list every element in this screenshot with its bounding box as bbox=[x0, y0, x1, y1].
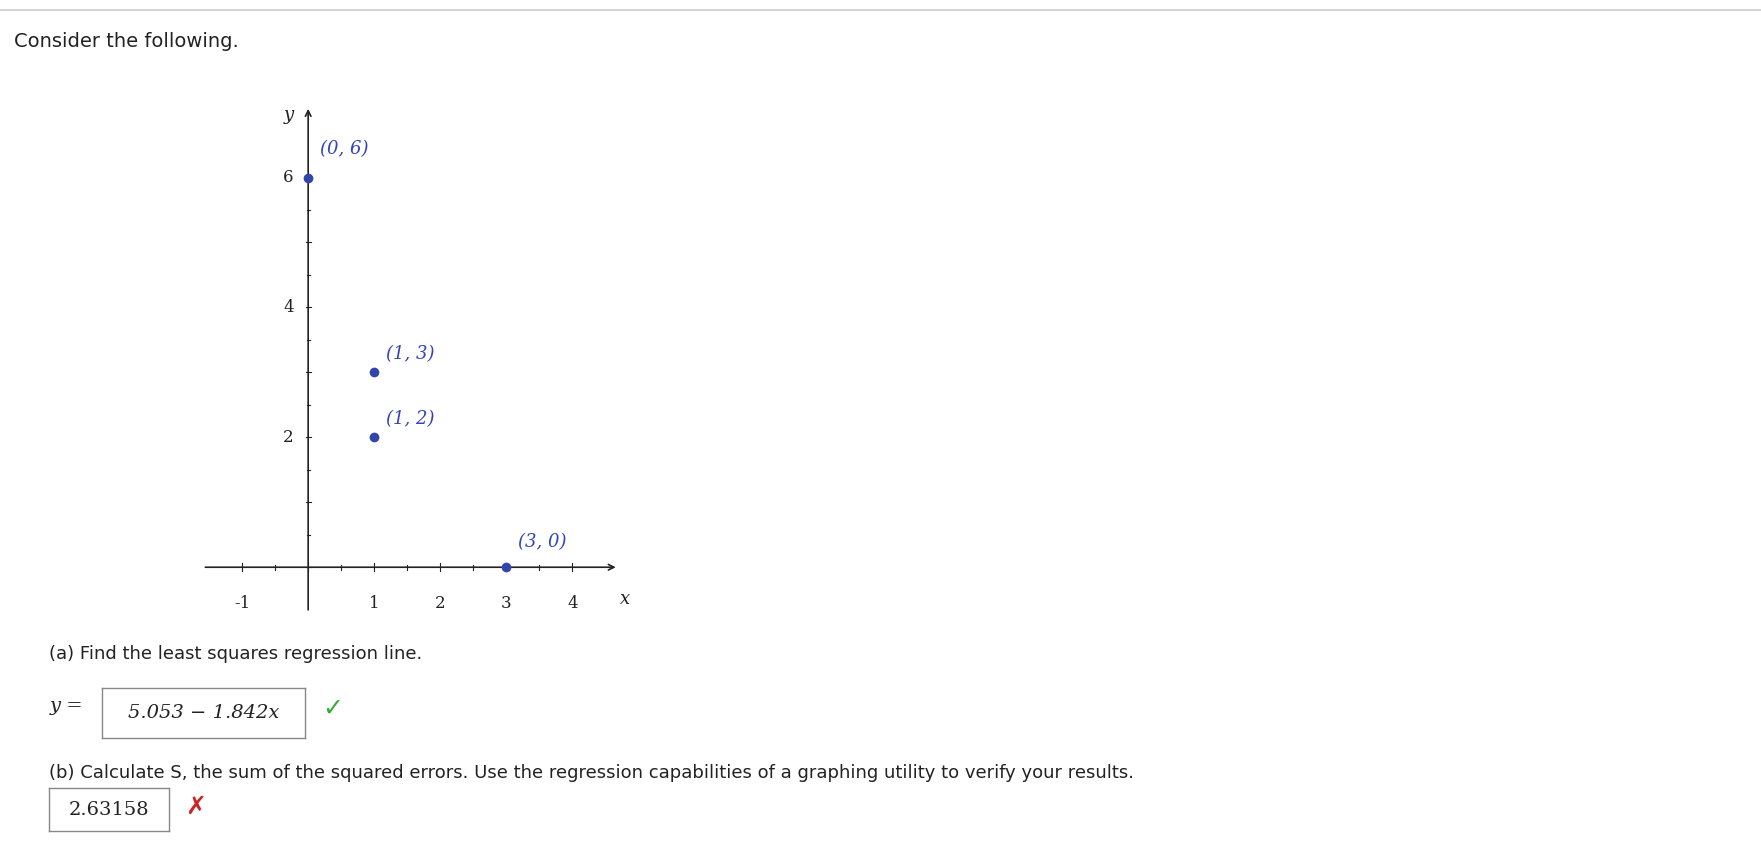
Text: (a) Find the least squares regression line.: (a) Find the least squares regression li… bbox=[49, 645, 423, 663]
Text: ✗: ✗ bbox=[185, 795, 206, 819]
Text: 3: 3 bbox=[500, 594, 512, 611]
Text: (3, 0): (3, 0) bbox=[518, 533, 567, 551]
Text: x: x bbox=[620, 590, 630, 608]
Text: 1: 1 bbox=[368, 594, 380, 611]
Text: (b) Calculate S, the sum of the squared errors. Use the regression capabilities : (b) Calculate S, the sum of the squared … bbox=[49, 764, 1134, 782]
Text: 4: 4 bbox=[284, 299, 294, 316]
Text: (0, 6): (0, 6) bbox=[321, 140, 368, 158]
Text: 2: 2 bbox=[284, 429, 294, 446]
Text: (1, 2): (1, 2) bbox=[386, 410, 435, 428]
Text: y =: y = bbox=[49, 697, 83, 715]
Text: -1: -1 bbox=[234, 594, 250, 611]
Text: 6: 6 bbox=[284, 169, 294, 186]
Text: 4: 4 bbox=[567, 594, 578, 611]
Text: Consider the following.: Consider the following. bbox=[14, 32, 239, 51]
Text: ✓: ✓ bbox=[322, 697, 343, 721]
Text: 2.63158: 2.63158 bbox=[69, 801, 150, 818]
Text: (1, 3): (1, 3) bbox=[386, 345, 435, 363]
Text: 2: 2 bbox=[435, 594, 446, 611]
Text: 5.053 − 1.842x: 5.053 − 1.842x bbox=[129, 704, 278, 721]
Text: y: y bbox=[284, 107, 294, 124]
